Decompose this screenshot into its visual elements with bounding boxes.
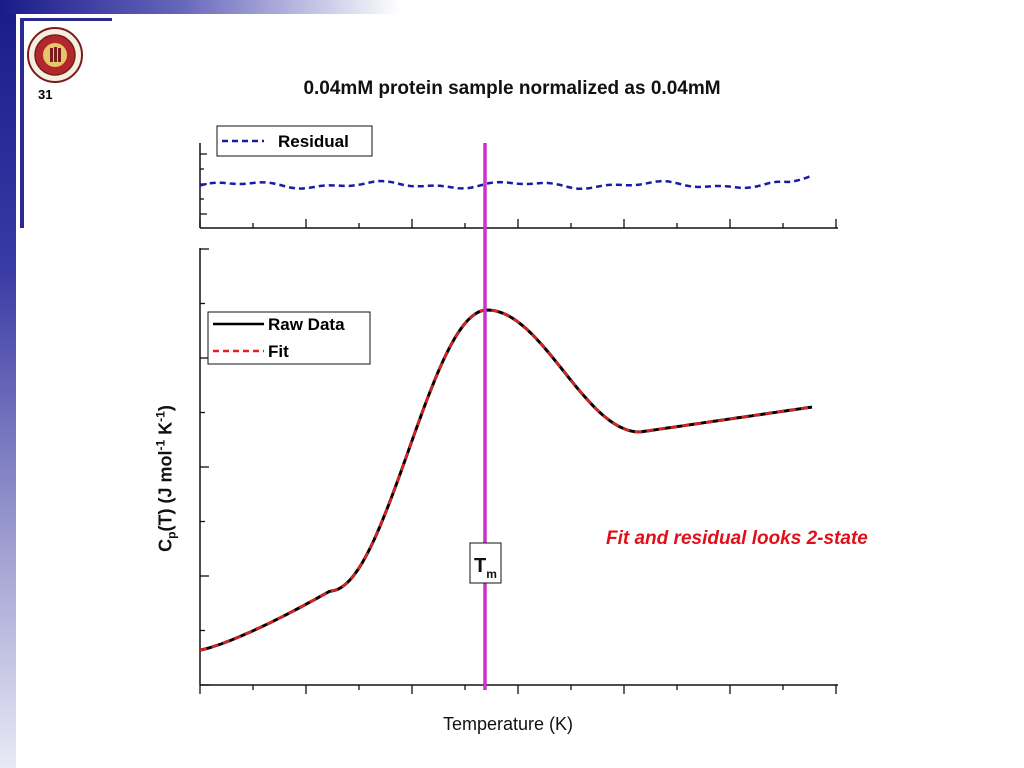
chart-title: 0.04mM protein sample normalized as 0.04…: [303, 78, 721, 99]
tm-label: Tm: [474, 555, 497, 581]
ylabel-middle: (T) (J mol: [155, 450, 176, 532]
top-gradient-band: [0, 0, 400, 14]
fit-series: [199, 308, 813, 652]
main-x-ticks: [199, 685, 837, 694]
frame-rule-vertical: [20, 18, 24, 228]
residual-series: [199, 174, 813, 191]
ylabel-prefix: C: [155, 538, 176, 552]
main-panel: Raw Data Fit: [199, 248, 838, 694]
tm-label-subscript: m: [486, 567, 497, 581]
slide-number: 31: [38, 87, 53, 102]
ylabel-mid2: K: [155, 421, 176, 440]
fit-legend-label: Fit: [268, 342, 289, 361]
ylabel-sup2: -1: [153, 411, 168, 422]
raw-data-legend-label: Raw Data: [268, 315, 345, 334]
residual-panel: Residual: [199, 125, 838, 229]
x-axis-label: Temperature (K): [442, 714, 574, 734]
residual-x-ticks: [199, 219, 837, 228]
main-legend-box: [207, 311, 371, 365]
residual-legend-label: Residual: [278, 132, 349, 151]
frame-rule-horizontal: [20, 18, 112, 21]
ylabel-sup1: -1: [153, 439, 168, 451]
tm-label-symbol: T: [474, 555, 486, 577]
ylabel-suffix: ): [155, 405, 176, 412]
university-seal-icon: [27, 27, 83, 83]
y-axis-label: Cp(T) (J mol-1 K-1): [154, 361, 179, 597]
tm-label-box: [469, 542, 502, 584]
ylabel-sub: p: [164, 531, 179, 539]
left-gradient-band: [0, 0, 16, 768]
annotation-note: Fit and residual looks 2-state: [606, 528, 868, 549]
